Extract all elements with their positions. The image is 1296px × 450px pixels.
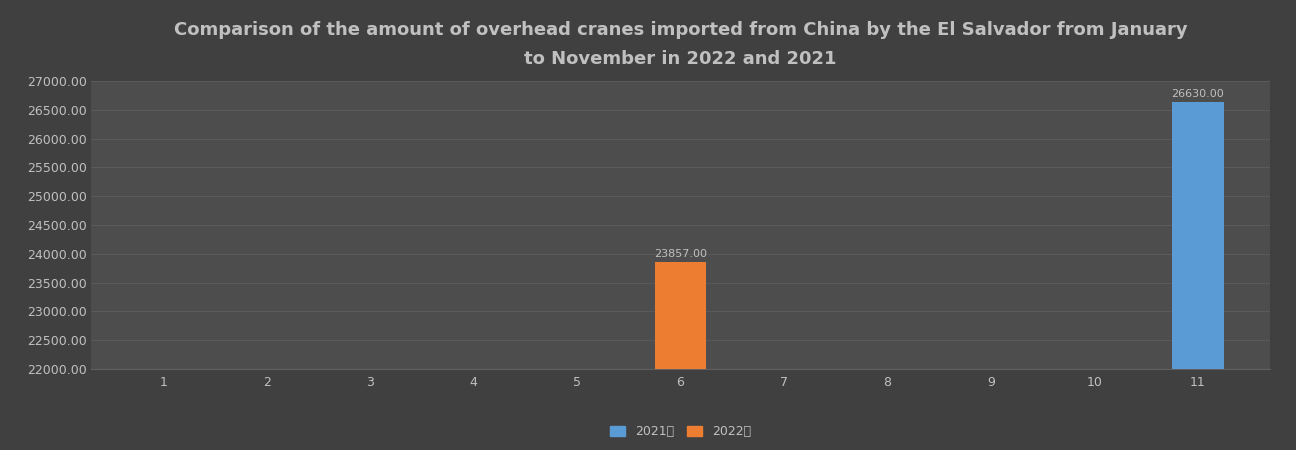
Text: 26630.00: 26630.00 [1172, 90, 1223, 99]
Title: Comparison of the amount of overhead cranes imported from China by the El Salvad: Comparison of the amount of overhead cra… [174, 21, 1187, 68]
Legend: 2021年, 2022年: 2021年, 2022年 [605, 420, 756, 443]
Bar [654, 262, 706, 369]
Text: 23857.00: 23857.00 [654, 249, 706, 259]
Bar [1172, 102, 1223, 369]
